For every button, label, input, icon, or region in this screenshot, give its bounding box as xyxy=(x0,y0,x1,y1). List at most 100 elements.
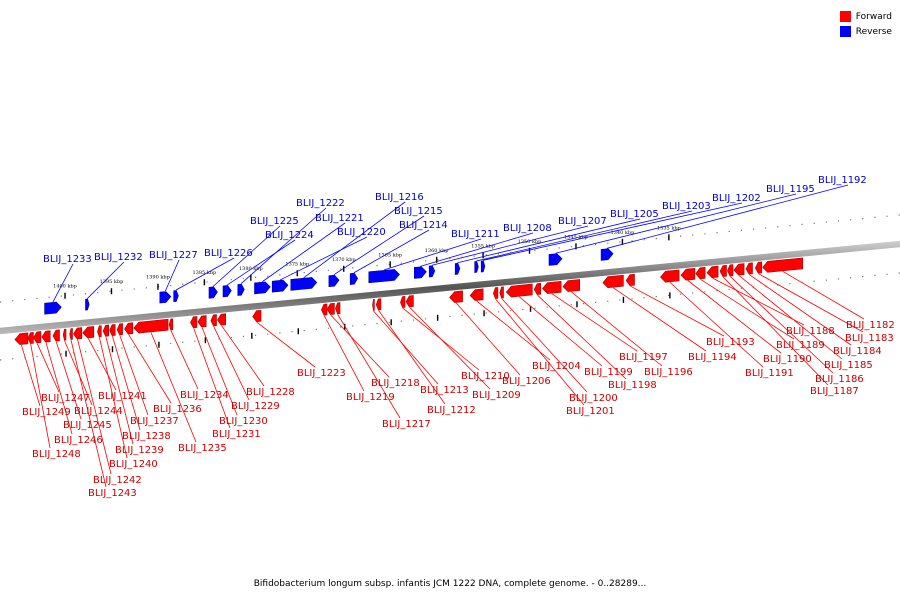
leader-line xyxy=(55,341,82,420)
forward-gene xyxy=(133,318,169,334)
gene-arrow xyxy=(109,324,116,337)
forward-gene xyxy=(41,330,51,343)
gene-label-reverse: BLIJ_1224 xyxy=(265,230,314,241)
leader-line xyxy=(384,238,482,271)
leader-line xyxy=(201,327,238,416)
scale-tick-label: 1350 kbp xyxy=(518,239,542,245)
gene-arrow xyxy=(499,286,504,299)
forward-gene xyxy=(400,295,406,308)
leader-line xyxy=(303,201,406,278)
legend-item-reverse: Reverse xyxy=(839,24,892,39)
reverse-gene xyxy=(208,286,218,299)
gene-arrow xyxy=(762,257,804,273)
gene-label-reverse: BLIJ_1227 xyxy=(149,250,198,261)
forward-gene xyxy=(727,264,734,277)
forward-gene xyxy=(52,329,60,342)
forward-gene xyxy=(745,262,753,275)
forward-gene xyxy=(492,287,499,299)
gene-label-forward: BLIJ_1209 xyxy=(472,390,521,401)
gene-label-forward: BLIJ_1247 xyxy=(41,393,90,404)
gene-label-forward: BLIJ_1228 xyxy=(246,387,295,398)
scale-tick-label: 1390 kbp xyxy=(146,275,170,281)
gene-arrow xyxy=(254,281,271,295)
leader-line xyxy=(164,259,180,292)
gene-arrow xyxy=(680,267,696,281)
gene-arrow xyxy=(542,280,562,294)
leader-line xyxy=(729,276,834,374)
gene-arrow xyxy=(197,315,207,328)
gene-label-forward: BLIJ_1190 xyxy=(763,354,812,365)
gene-arrow xyxy=(69,328,73,340)
gene-label-forward: BLIJ_1182 xyxy=(846,320,895,331)
leader-line xyxy=(687,280,782,354)
reverse-gene xyxy=(85,298,90,311)
gene-arrow xyxy=(210,314,217,327)
legend: Forward Reverse xyxy=(839,9,892,39)
forward-gene xyxy=(252,309,262,323)
scale-tick-label: 1375 kbp xyxy=(285,261,309,267)
gene-arrow xyxy=(695,266,706,280)
forward-gene xyxy=(321,303,328,316)
legend-item-forward: Forward xyxy=(839,9,892,24)
forward-gene xyxy=(335,302,341,315)
gene-label-reverse: BLIJ_1226 xyxy=(204,248,253,259)
gene-arrow xyxy=(428,265,436,278)
forward-gene xyxy=(562,279,581,292)
forward-gene xyxy=(602,274,624,289)
leader-line xyxy=(378,310,446,405)
gene-label-forward: BLIJ_1183 xyxy=(845,333,894,344)
gene-arrow xyxy=(208,286,218,299)
gene-label-forward: BLIJ_1231 xyxy=(212,429,261,440)
leader-line xyxy=(537,294,627,380)
leader-line xyxy=(482,202,743,261)
gene-arrow xyxy=(222,285,232,298)
genome-axis xyxy=(0,240,900,335)
leader-line xyxy=(226,239,296,286)
gene-arrow xyxy=(349,272,359,285)
gene-label-forward: BLIJ_1206 xyxy=(502,376,551,387)
forward-gene xyxy=(733,263,745,276)
leader-line xyxy=(99,337,128,459)
gene-label-forward: BLIJ_1230 xyxy=(219,416,268,427)
leader-line xyxy=(782,270,865,320)
reverse-gene xyxy=(159,291,172,304)
gene-arrow xyxy=(372,298,375,311)
gene-label-reverse: BLIJ_1195 xyxy=(766,184,815,195)
gene-arrow xyxy=(335,302,341,315)
scale-tick-label: 1370 kbp xyxy=(332,257,356,263)
forward-gene xyxy=(62,328,67,341)
leader-line xyxy=(119,335,149,416)
forward-gene xyxy=(762,257,804,273)
gene-label-forward: BLIJ_1197 xyxy=(619,352,668,363)
gene-label-reverse: BLIJ_1225 xyxy=(250,216,299,227)
forward-gene xyxy=(210,314,217,327)
forward-gene xyxy=(375,298,382,311)
leader-line xyxy=(112,336,141,431)
gene-label-reverse: BLIJ_1221 xyxy=(315,213,364,224)
leader-line xyxy=(457,218,641,264)
leader-line xyxy=(373,310,439,385)
gene-arrow xyxy=(492,287,499,299)
leader-line xyxy=(221,325,265,387)
scale-tick-label: 1340 kbp xyxy=(611,230,635,236)
gene-arrow xyxy=(290,277,318,291)
scale-tick-label: 1380 kbp xyxy=(239,266,263,272)
gene-label-forward: BLIJ_1238 xyxy=(122,431,171,442)
reverse-gene xyxy=(548,253,563,266)
gene-label-reverse: BLIJ_1192 xyxy=(818,175,867,186)
gene-label-forward: BLIJ_1196 xyxy=(644,367,693,378)
gene-arrow xyxy=(237,283,245,296)
gene-arrow xyxy=(660,269,680,283)
gene-label-forward: BLIJ_1239 xyxy=(115,445,164,456)
gene-label-forward: BLIJ_1199 xyxy=(584,367,633,378)
gene-arrow xyxy=(727,264,734,277)
gene-label-forward: BLIJ_1240 xyxy=(109,459,158,470)
forward-gene xyxy=(190,316,198,329)
reverse-gene xyxy=(44,301,62,315)
leader-line xyxy=(170,330,199,390)
gene-label-forward: BLIJ_1198 xyxy=(608,380,657,391)
gene-arrow xyxy=(133,318,169,334)
gene-label-reverse: BLIJ_1208 xyxy=(503,223,552,234)
gene-label-reverse: BLIJ_1233 xyxy=(43,254,92,265)
